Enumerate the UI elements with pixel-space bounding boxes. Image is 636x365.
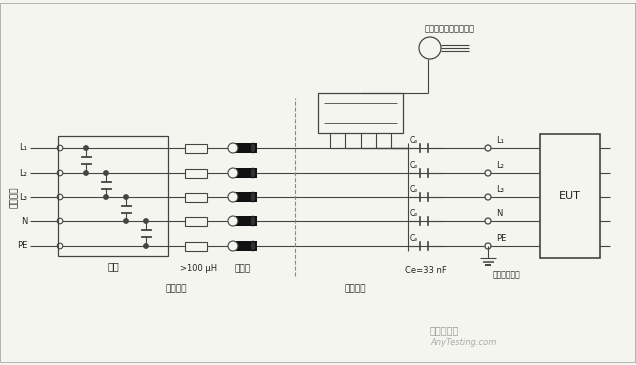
- Text: Cₑ: Cₑ: [410, 185, 418, 194]
- Circle shape: [228, 241, 238, 251]
- Bar: [233, 241, 257, 251]
- Ellipse shape: [251, 216, 256, 226]
- Bar: [233, 143, 257, 153]
- Bar: [233, 192, 257, 202]
- Text: 素峻检测网: 素峻检测网: [430, 325, 459, 335]
- Text: N: N: [496, 209, 502, 218]
- Bar: [58, 136, 168, 256]
- Circle shape: [124, 195, 128, 199]
- Circle shape: [144, 219, 148, 223]
- Text: Cₑ: Cₑ: [410, 234, 418, 243]
- Bar: [540, 134, 600, 258]
- Text: L₂: L₂: [496, 161, 504, 170]
- Circle shape: [57, 194, 63, 200]
- Text: 自试验发生器来的信号: 自试验发生器来的信号: [425, 24, 475, 33]
- Bar: [185, 242, 207, 250]
- Bar: [233, 216, 257, 226]
- Text: 铁氧体: 铁氧体: [235, 264, 251, 273]
- Bar: [185, 169, 207, 177]
- Text: Ce=33 nF: Ce=33 nF: [405, 266, 447, 275]
- Ellipse shape: [251, 241, 256, 251]
- Circle shape: [104, 195, 108, 199]
- Text: PE: PE: [496, 234, 506, 243]
- Text: L₁: L₁: [496, 136, 504, 145]
- Circle shape: [485, 170, 491, 176]
- Text: AnyTesting.com: AnyTesting.com: [430, 338, 496, 347]
- Text: L₁: L₁: [19, 143, 27, 153]
- Text: 交流电源: 交流电源: [10, 186, 18, 208]
- Circle shape: [57, 218, 63, 224]
- Text: L₃: L₃: [496, 185, 504, 194]
- Text: 滤波: 滤波: [107, 261, 119, 271]
- Circle shape: [57, 170, 63, 176]
- Circle shape: [228, 168, 238, 178]
- Circle shape: [124, 219, 128, 223]
- Text: L₃: L₃: [19, 192, 27, 201]
- Text: Cₑ: Cₑ: [410, 161, 418, 170]
- Text: 参考接地端子: 参考接地端子: [493, 270, 521, 279]
- Bar: [318, 93, 403, 133]
- Circle shape: [228, 216, 238, 226]
- Circle shape: [57, 243, 63, 249]
- Text: L₂: L₂: [19, 169, 27, 177]
- Circle shape: [485, 218, 491, 224]
- Circle shape: [84, 171, 88, 175]
- Circle shape: [485, 243, 491, 249]
- Bar: [233, 168, 257, 178]
- Bar: [185, 216, 207, 226]
- Circle shape: [228, 192, 238, 202]
- Ellipse shape: [251, 143, 256, 153]
- Text: N: N: [20, 216, 27, 226]
- Circle shape: [485, 145, 491, 151]
- Text: PE: PE: [17, 242, 27, 250]
- Circle shape: [144, 244, 148, 248]
- Bar: [185, 143, 207, 153]
- Circle shape: [57, 145, 63, 151]
- Text: EUT: EUT: [559, 191, 581, 201]
- Text: Cₑ: Cₑ: [410, 209, 418, 218]
- Circle shape: [84, 146, 88, 150]
- Text: >100 μH: >100 μH: [181, 264, 218, 273]
- Circle shape: [419, 37, 441, 59]
- Bar: [185, 192, 207, 201]
- Circle shape: [228, 143, 238, 153]
- Ellipse shape: [251, 168, 256, 178]
- Text: 耦合部分: 耦合部分: [344, 284, 366, 293]
- Text: Cₑ: Cₑ: [410, 136, 418, 145]
- Circle shape: [104, 171, 108, 175]
- Text: 去耦部分: 去耦部分: [166, 284, 187, 293]
- Circle shape: [485, 194, 491, 200]
- Ellipse shape: [251, 192, 256, 202]
